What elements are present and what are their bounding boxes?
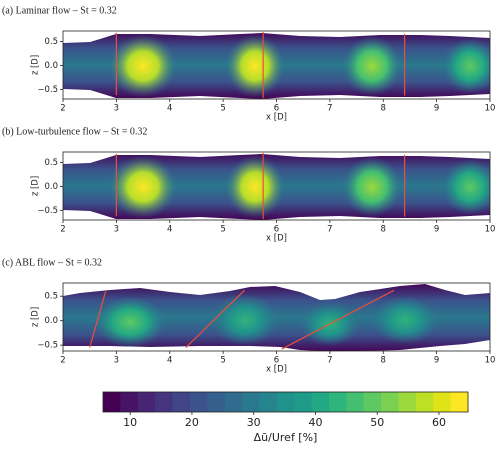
colorbar-level — [346, 392, 365, 412]
x-tick-label: 7 — [327, 356, 332, 366]
colorbar-level — [415, 392, 434, 412]
colorbar-level — [242, 392, 260, 412]
x-tick-label: 2 — [60, 225, 65, 235]
x-tick-label: 2 — [60, 356, 65, 366]
colorbar-tick-label: 20 — [185, 416, 199, 429]
field — [63, 31, 498, 99]
colorbar-label: Δũ/Uref [%] — [254, 431, 318, 444]
colorbar-level — [398, 392, 417, 412]
x-tick-label: 10 — [485, 356, 496, 366]
x-tick-label: 7 — [327, 225, 332, 235]
colorbar-frame — [102, 391, 469, 413]
colorbar-level — [328, 392, 347, 412]
colorbar-level — [224, 392, 243, 412]
colorbar-level — [433, 392, 452, 412]
x-tick-label: 2 — [60, 104, 65, 114]
y-tick-label: 0.5 — [44, 292, 58, 302]
phase-line — [89, 291, 107, 348]
x-tick-label: 6 — [274, 225, 279, 235]
y-axis-label: z [D] — [31, 176, 41, 196]
x-tick-label: 8 — [381, 104, 386, 114]
x-tick-label: 5 — [220, 225, 225, 235]
panel-title: (c) ABL flow – St = 0.32 — [2, 257, 102, 268]
x-tick-label: 3 — [114, 104, 119, 114]
colorbar-level — [120, 392, 139, 412]
x-tick-label: 9 — [434, 356, 439, 366]
colorbar-level — [294, 392, 313, 412]
field — [63, 284, 490, 351]
phase-line — [185, 289, 245, 349]
colorbar-level — [259, 392, 278, 412]
x-tick-label: 9 — [434, 225, 439, 235]
colorbar-level — [103, 392, 121, 412]
y-tick-label: 0.5 — [44, 37, 58, 47]
x-tick-label: 8 — [381, 356, 386, 366]
colorbar-level — [276, 392, 295, 412]
y-tick-label: 0.0 — [44, 182, 58, 192]
y-tick-label: −0.5 — [37, 85, 58, 95]
colorbar-level — [311, 392, 330, 412]
x-tick-label: 3 — [114, 225, 119, 235]
x-axis-label: x [D] — [266, 113, 287, 123]
colorbar-level — [381, 392, 399, 412]
y-tick-label: 0.0 — [44, 316, 58, 326]
y-tick-label: −0.5 — [37, 341, 58, 351]
y-axis-label: z [D] — [31, 307, 41, 327]
x-tick-label: 4 — [167, 104, 172, 114]
colorbar-level — [207, 392, 226, 412]
x-tick-label: 3 — [114, 356, 119, 366]
x-axis-label: x [D] — [266, 365, 287, 375]
colorbar-tick-label: 40 — [308, 416, 322, 429]
panel-title: (a) Laminar flow – St = 0.32 — [2, 5, 117, 16]
x-tick-label: 5 — [220, 356, 225, 366]
colorbar-tick-label: 50 — [370, 416, 384, 429]
x-tick-label: 5 — [220, 104, 225, 114]
x-tick-label: 6 — [274, 104, 279, 114]
y-tick-label: 0.5 — [44, 158, 58, 168]
colorbar-level — [189, 392, 208, 412]
colorbar-level — [155, 392, 174, 412]
colorbar-tick-label: 10 — [123, 416, 137, 429]
colorbar-level — [137, 392, 156, 412]
x-tick-label: 4 — [167, 356, 172, 366]
y-tick-label: 0.0 — [44, 61, 58, 71]
x-tick-label: 10 — [485, 104, 496, 114]
x-tick-label: 10 — [485, 225, 496, 235]
x-tick-label: 7 — [327, 104, 332, 114]
field — [63, 152, 498, 220]
colorbar-tick-label: 60 — [432, 416, 446, 429]
y-tick-label: −0.5 — [37, 206, 58, 216]
colorbar-tick-label: 30 — [247, 416, 261, 429]
x-axis-label: x [D] — [266, 234, 287, 244]
x-tick-label: 4 — [167, 225, 172, 235]
y-axis-label: z [D] — [31, 55, 41, 75]
x-tick-label: 9 — [434, 104, 439, 114]
panel-title: (b) Low-turbulence flow – St = 0.32 — [2, 126, 147, 137]
colorbar-level — [172, 392, 191, 412]
colorbar-level — [363, 392, 382, 412]
phase-line — [281, 289, 395, 350]
x-tick-label: 8 — [381, 225, 386, 235]
x-tick-label: 6 — [274, 356, 279, 366]
colorbar-level — [450, 392, 469, 412]
